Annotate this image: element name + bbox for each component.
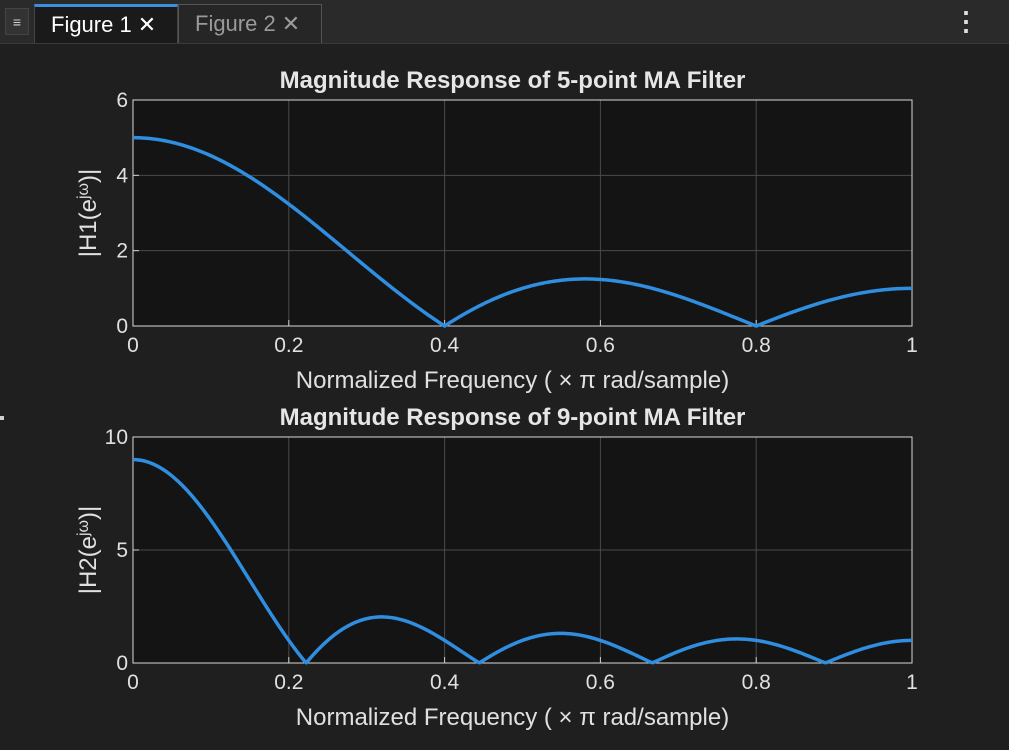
y-tick-label: 0 — [116, 652, 128, 675]
x-tick-label: 0.4 — [430, 671, 460, 694]
tab-figure-1[interactable]: Figure 1 ✕ — [34, 4, 178, 43]
more-options-icon[interactable]: ⋮ — [953, 6, 979, 36]
x-tick-label: 0.2 — [274, 671, 303, 694]
x-tick-label: 0 — [127, 671, 139, 694]
y-tick-label: 6 — [116, 89, 128, 112]
tab-figure-2[interactable]: Figure 2 ✕ — [178, 4, 322, 43]
close-icon[interactable]: ✕ — [137, 12, 157, 37]
magnitude-line — [132, 457, 913, 665]
y-tick-label: 5 — [116, 539, 128, 562]
menu-icon[interactable]: ≡ — [5, 8, 29, 35]
x-tick-label: 0.6 — [586, 671, 615, 694]
y-tick-label: 2 — [116, 240, 128, 263]
x-tick-label: 0 — [127, 334, 139, 357]
chart-title: Magnitude Response of 5-point MA Filter — [280, 67, 746, 94]
tab-figure-1-label: Figure 1 — [51, 12, 132, 37]
y-axis-label: |H1(ejω)| — [75, 169, 103, 258]
x-tick-label: 1 — [906, 671, 918, 694]
axes-box — [132, 436, 913, 664]
x-tick-label: 0.8 — [742, 334, 771, 357]
x-tick-label: 0.8 — [742, 671, 771, 694]
y-axis-label: |H2(ejω)| — [75, 506, 103, 595]
axes-box — [132, 99, 913, 327]
axes-1: 0 0.2 0.4 0.6 0.8 1 0 2 4 6 Magnitude Response of … — [75, 67, 918, 394]
plot-area — [133, 100, 912, 326]
resize-handle[interactable] — [0, 416, 4, 420]
tab-figure-2-label: Figure 2 — [195, 11, 276, 36]
y-tick-label: 0 — [116, 315, 128, 338]
x-tick-label: 1 — [906, 334, 918, 357]
figure-tab-bar: ≡ Figure 1 ✕ Figure 2 ✕ ⋮ — [0, 0, 1009, 44]
x-axis-label: Normalized Frequency ( × π rad/sample) — [296, 367, 729, 394]
x-tick-label: 0.4 — [430, 334, 460, 357]
y-tick-label: 4 — [116, 164, 128, 187]
x-tick-label: 0.6 — [586, 334, 615, 357]
close-icon[interactable]: ✕ — [281, 11, 301, 36]
y-tick-label: 10 — [105, 426, 128, 449]
magnitude-line — [132, 135, 913, 328]
chart-title: Magnitude Response of 9-point MA Filter — [280, 404, 746, 431]
x-tick-label: 0.2 — [274, 334, 303, 357]
x-axis-label: Normalized Frequency ( × π rad/sample) — [296, 704, 729, 731]
